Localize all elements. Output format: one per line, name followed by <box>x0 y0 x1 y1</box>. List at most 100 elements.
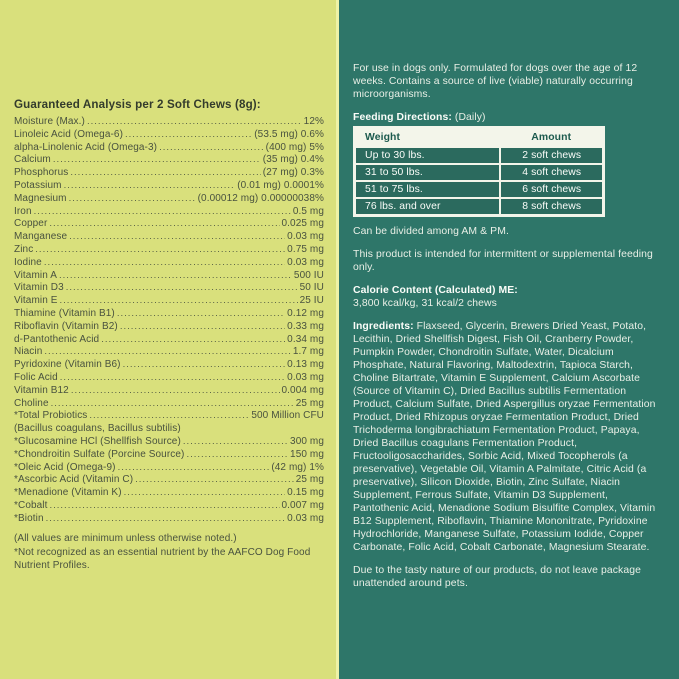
nutrient-name: Vitamin A <box>14 269 57 281</box>
feeding-table-row: 76 lbs. and over 8 soft chews <box>353 197 605 217</box>
amount-column-header: Amount <box>500 127 604 147</box>
nutrient-name: Calcium <box>14 154 51 166</box>
nutrient-name: *Cobalt <box>14 499 48 511</box>
nutrient-value: 0.12 mg <box>287 307 324 319</box>
nutrient-value: 0.004 mg <box>281 384 324 396</box>
ga-row: Niacin 1.7 mg <box>14 346 324 359</box>
nutrient-name: *Glucosamine HCl (Shellfish Source) <box>14 435 181 447</box>
guaranteed-analysis-title: Guaranteed Analysis per 2 Soft Chews (8g… <box>14 98 261 111</box>
feeding-directions-frequency: (Daily) <box>451 112 486 123</box>
dot-leader <box>59 270 292 283</box>
ga-row: Folic Acid 0.03 mg <box>14 372 324 385</box>
feeding-directions-heading: Feeding Directions: (Daily) <box>353 111 659 124</box>
amount-cell: 2 soft chews <box>499 146 605 165</box>
nutrient-name: Vitamin D3 <box>14 282 64 294</box>
ga-row: *Glucosamine HCl (Shellfish Source) 300 m… <box>14 436 324 449</box>
ga-row: Vitamin A 500 IU <box>14 270 324 283</box>
dot-leader <box>125 129 252 142</box>
footnote-text: *Not recognized as an essential nutrient… <box>14 546 311 571</box>
dot-leader <box>117 308 285 321</box>
nutrient-name: *Menadione (Vitamin K) <box>14 487 122 499</box>
nutrient-value: 50 IU <box>299 282 324 294</box>
dot-leader <box>87 116 302 129</box>
ga-rows: Moisture (Max.) 12% Linoleic Acid (Omega-6… <box>14 116 324 526</box>
nutrient-value: 25 mg <box>295 474 324 486</box>
ga-row: Magnesium (0.00012 mg) 0.00000038% <box>14 193 324 206</box>
weight-cell: 51 to 75 lbs. <box>353 180 502 199</box>
nutrient-name: Choline <box>14 397 49 409</box>
nutrient-name: d-Pantothenic Acid <box>14 333 100 345</box>
ga-row: Iron 0.5 mg <box>14 206 324 219</box>
nutrient-value: (27 mg) 0.3% <box>262 167 324 179</box>
ga-row: Iodine 0.03 mg <box>14 257 324 270</box>
nutrient-name: Copper <box>14 218 48 230</box>
ga-row: Vitamin D3 50 IU <box>14 282 324 295</box>
ga-row: Vitamin E 25 IU <box>14 295 324 308</box>
dot-leader <box>34 206 291 219</box>
nutrient-name: Linoleic Acid (Omega-6) <box>14 128 124 140</box>
ga-row: *Menadione (Vitamin K) 0.15 mg <box>14 487 324 500</box>
ga-row: *Ascorbic Acid (Vitamin C) 25 mg <box>14 474 324 487</box>
footnote-text: (All values are minimum unless otherwise… <box>14 532 237 544</box>
dot-leader <box>50 500 280 513</box>
nutrient-value: 0.5 mg <box>292 205 324 217</box>
ga-row: d-Pantothenic Acid 0.34 mg <box>14 334 324 347</box>
nutrient-name: Iron <box>14 205 32 217</box>
nutrient-name: Zinc <box>14 243 34 255</box>
dot-leader <box>186 449 288 462</box>
dot-leader <box>69 193 196 206</box>
nutrient-name: Riboflavin (Vitamin B2) <box>14 320 118 332</box>
dot-leader <box>124 487 286 500</box>
dot-leader <box>51 398 294 411</box>
caution-text: Due to the tasty nature of our products,… <box>353 565 641 589</box>
amount-cell: 6 soft chews <box>499 180 605 199</box>
nutrient-name: Moisture (Max.) <box>14 116 85 127</box>
ga-row: Linoleic Acid (Omega-6) (53.5 mg) 0.6% <box>14 129 324 142</box>
weight-cell: 76 lbs. and over <box>353 197 502 217</box>
nutrient-value: (53.5 mg) 0.6% <box>254 128 324 140</box>
dot-leader <box>71 385 280 398</box>
nutrient-name: *Chondroitin Sulfate (Porcine Source) <box>14 448 185 460</box>
feeding-table-body: Up to 30 lbs. 2 soft chews 31 to 50 lbs. 4 … <box>353 146 605 217</box>
nutrient-name: alpha-Linolenic Acid (Omega-3) <box>14 141 158 153</box>
ga-row: *Total Probiotics 500 Million CFU <box>14 410 324 423</box>
dot-leader <box>89 410 249 423</box>
nutrient-value: 0.15 mg <box>287 487 324 499</box>
ga-row: Thiamine (Vitamin B1) 0.12 mg <box>14 308 324 321</box>
nutrient-name: *Biotin <box>14 512 44 524</box>
footnotes: (All values are minimum unless otherwise… <box>14 532 324 572</box>
ga-row: *Chondroitin Sulfate (Porcine Source) 150… <box>14 449 324 462</box>
ga-row: *Oleic Acid (Omega-9) (42 mg) 1% <box>14 462 324 475</box>
weight-cell: Up to 30 lbs. <box>353 146 502 165</box>
nutrient-name: *Ascorbic Acid (Vitamin C) <box>14 474 134 486</box>
nutrient-name: *Oleic Acid (Omega-9) <box>14 461 116 473</box>
ga-row: Moisture (Max.) 12% <box>14 116 324 129</box>
nutrient-name: Manganese <box>14 231 68 243</box>
nutrient-value: (35 mg) 0.4% <box>262 154 324 166</box>
divided-note-text: Can be divided among AM & PM. <box>353 226 509 237</box>
nutrient-value: 25 IU <box>299 295 324 307</box>
nutrient-value: 500 Million CFU <box>251 410 324 422</box>
nutrient-value: (400 mg) 5% <box>265 141 324 153</box>
nutrient-name: Iodine <box>14 256 42 268</box>
nutrient-value: 300 mg <box>290 435 324 447</box>
nutrient-name: Folic Acid <box>14 371 58 383</box>
nutrient-value: 0.13 mg <box>287 359 324 371</box>
dot-leader <box>66 282 298 295</box>
nutrient-value: 0.33 mg <box>287 320 324 332</box>
nutrient-name: Vitamin E <box>14 295 58 307</box>
dot-leader <box>44 257 285 270</box>
dot-leader <box>120 321 285 334</box>
dot-leader <box>101 334 285 347</box>
usage-intro-text: For use in dogs only. Formulated for dog… <box>353 63 638 100</box>
feeding-directions-table: Weight Amount Up to 30 lbs. 2 soft chews 3… <box>353 126 605 217</box>
ga-row: alpha-Linolenic Acid (Omega-3) (400 mg) 5… <box>14 142 324 155</box>
dot-leader <box>53 154 261 167</box>
nutrient-name: *Total Probiotics <box>14 410 88 422</box>
amount-cell: 8 soft chews <box>499 197 605 217</box>
nutrient-value: 25 mg <box>295 397 324 409</box>
weight-column-header: Weight <box>354 127 501 147</box>
nutrient-value: 0.03 mg <box>287 231 324 243</box>
nutrient-value: 1.7 mg <box>292 346 324 358</box>
